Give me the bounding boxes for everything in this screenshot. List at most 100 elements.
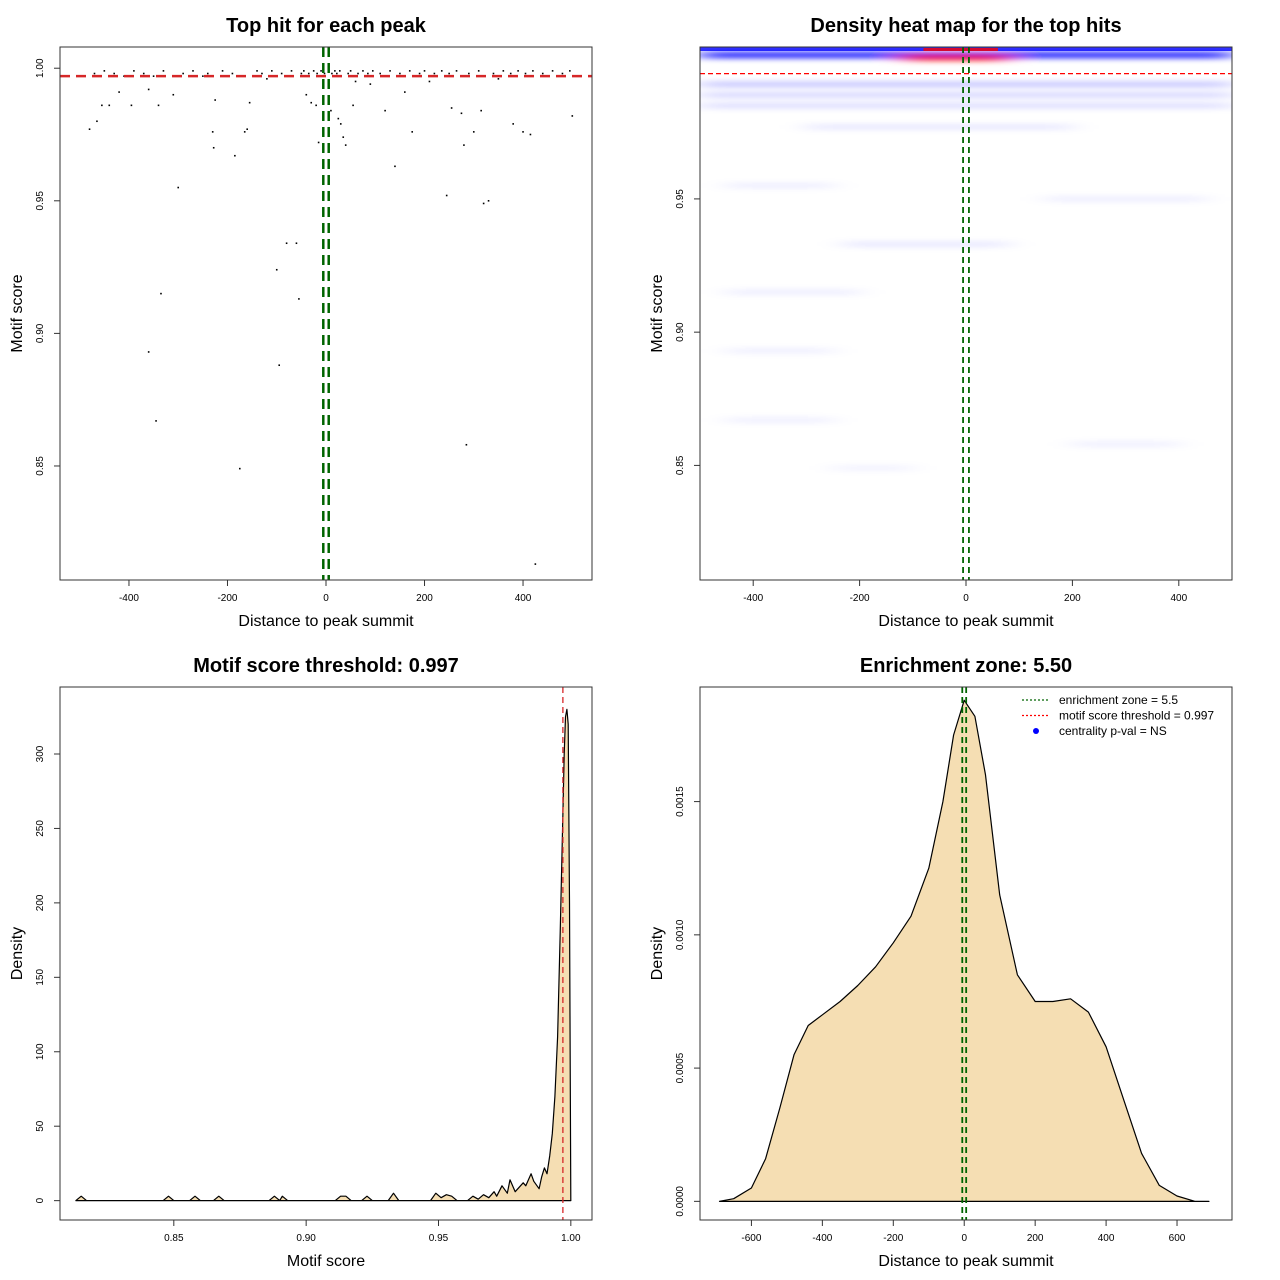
data-point bbox=[298, 298, 300, 300]
data-point bbox=[408, 70, 411, 72]
legend: enrichment zone = 5.5 motif score thresho… bbox=[1022, 693, 1214, 738]
data-point bbox=[561, 72, 564, 75]
y-tick-label: 0.0005 bbox=[675, 1052, 686, 1083]
x-tick-label: 0.95 bbox=[429, 1233, 449, 1244]
x-axis-label: Distance to peak summit bbox=[878, 1253, 1054, 1270]
data-point bbox=[571, 115, 574, 117]
data-point bbox=[275, 268, 278, 271]
data-point bbox=[448, 72, 450, 75]
data-point bbox=[455, 70, 458, 72]
data-point bbox=[477, 70, 480, 72]
data-point bbox=[212, 146, 215, 149]
data-point bbox=[404, 91, 406, 93]
x-axis-label: Distance to peak summit bbox=[878, 613, 1054, 630]
legend-dot bbox=[1033, 728, 1039, 734]
plot-frame bbox=[59, 686, 593, 1221]
x-tick-label: -200 bbox=[217, 593, 237, 604]
data-point bbox=[517, 70, 519, 72]
chart-title: Motif score threshold: 0.997 bbox=[193, 655, 459, 677]
plot-area bbox=[75, 687, 572, 1220]
x-tick-label: -200 bbox=[883, 1233, 903, 1244]
data-point bbox=[278, 364, 281, 367]
density-band bbox=[726, 417, 833, 423]
data-point bbox=[445, 194, 448, 197]
data-point bbox=[172, 93, 175, 96]
data-point bbox=[569, 70, 571, 72]
density-area bbox=[75, 708, 572, 1202]
x-tick-label: 0 bbox=[323, 593, 329, 604]
data-point bbox=[423, 70, 426, 72]
x-tick-label: -400 bbox=[743, 593, 763, 604]
density-band bbox=[726, 289, 860, 295]
data-point bbox=[316, 72, 318, 75]
data-point bbox=[142, 72, 145, 75]
y-tick-label: 0.85 bbox=[35, 456, 46, 476]
data-point bbox=[394, 165, 396, 168]
y-tick-label: 0.0015 bbox=[675, 786, 686, 817]
chart-title: Density heat map for the top hits bbox=[810, 15, 1121, 37]
data-point bbox=[246, 128, 248, 131]
data-point bbox=[88, 128, 91, 131]
density-band bbox=[1045, 196, 1206, 202]
data-point bbox=[152, 75, 155, 77]
data-point bbox=[367, 72, 369, 75]
data-point bbox=[221, 70, 224, 72]
panel-4: -600 -400 -200 0 200 400 600 0.0000 0.0005 0.0010… bbox=[649, 655, 1233, 1270]
y-tick-label: 0.90 bbox=[35, 323, 46, 343]
data-point bbox=[93, 72, 96, 75]
data-point bbox=[472, 131, 475, 133]
data-point bbox=[450, 107, 453, 109]
plot-frame bbox=[699, 686, 1233, 1221]
data-point bbox=[339, 123, 342, 125]
density-band bbox=[833, 465, 913, 471]
data-point bbox=[399, 72, 401, 75]
chart-title: Top hit for each peak bbox=[226, 15, 427, 37]
y-axis-label: Density bbox=[649, 927, 666, 980]
y-tick-label: 200 bbox=[35, 894, 46, 911]
data-point bbox=[248, 101, 251, 104]
data-point bbox=[312, 70, 315, 72]
data-point bbox=[465, 443, 468, 446]
data-point bbox=[315, 104, 317, 107]
x-axis-label: Distance to peak summit bbox=[238, 613, 414, 630]
y-tick-label: 300 bbox=[35, 745, 46, 762]
data-point bbox=[243, 131, 246, 133]
x-tick-label: 0.90 bbox=[296, 1233, 316, 1244]
data-point bbox=[206, 72, 209, 75]
x-axis-label: Motif score bbox=[287, 1253, 365, 1270]
data-point bbox=[261, 72, 263, 75]
data-point bbox=[512, 123, 514, 125]
data-point bbox=[147, 351, 150, 353]
x-tick-label: 400 bbox=[1098, 1233, 1115, 1244]
data-point bbox=[280, 72, 283, 75]
data-point bbox=[103, 70, 106, 72]
y-tick-label: 0.85 bbox=[675, 455, 686, 475]
y-tick-label: 0.90 bbox=[675, 322, 686, 342]
data-point bbox=[305, 93, 308, 96]
data-point bbox=[428, 80, 431, 83]
data-point bbox=[411, 131, 414, 133]
data-point bbox=[256, 70, 258, 72]
data-point bbox=[440, 70, 443, 72]
data-point bbox=[463, 144, 465, 146]
data-point bbox=[285, 242, 288, 245]
data-point bbox=[266, 78, 268, 80]
plot-area bbox=[700, 47, 1232, 580]
data-point bbox=[290, 70, 293, 72]
density-band bbox=[726, 183, 833, 189]
data-point bbox=[162, 70, 165, 72]
data-point bbox=[497, 78, 500, 80]
data-point bbox=[342, 136, 345, 138]
data-point bbox=[118, 91, 120, 93]
y-tick-label: 0 bbox=[35, 1197, 46, 1203]
density-band bbox=[1072, 441, 1179, 447]
data-point bbox=[300, 72, 303, 75]
data-point bbox=[303, 70, 305, 72]
data-point bbox=[480, 109, 482, 112]
data-point bbox=[334, 70, 336, 72]
data-point bbox=[147, 88, 150, 91]
data-point bbox=[113, 72, 115, 75]
data-point bbox=[234, 154, 236, 157]
density-band bbox=[902, 54, 1009, 61]
data-point bbox=[177, 186, 180, 189]
